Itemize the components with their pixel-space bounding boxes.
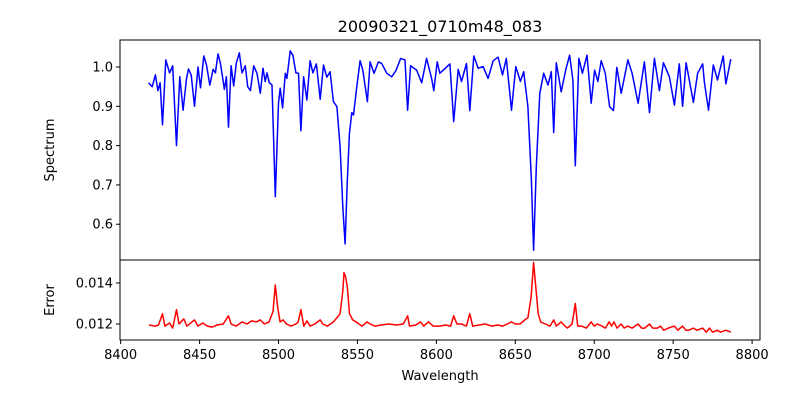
y-axis-label-error: Error <box>43 284 58 316</box>
y-tick-label: 0.9 <box>92 100 113 115</box>
x-tick-label: 8650 <box>499 348 532 363</box>
y-tick-label: 0.014 <box>76 276 113 291</box>
spectrum-panel: 0.6 0.7 0.8 0.9 1.0 <box>92 39 761 261</box>
x-tick-label: 8500 <box>262 348 295 363</box>
x-tick-label: 8400 <box>104 348 137 363</box>
y-tick-label: 0.7 <box>92 178 113 193</box>
axes-frame <box>119 259 761 341</box>
chart-title: 20090321_0710m48_083 <box>338 17 543 37</box>
x-tick-label: 8750 <box>657 348 690 363</box>
error-panel: 0.012 0.014 8400 8450 8500 8550 8600 8650 8700 87… <box>76 259 769 363</box>
y-axis-label-spectrum: Spectrum <box>43 119 58 182</box>
x-tick-label: 8700 <box>578 348 611 363</box>
y-tick-label: 0.012 <box>76 318 113 333</box>
x-tick-label: 8600 <box>420 348 453 363</box>
x-axis-label: Wavelength <box>401 369 478 384</box>
spectrum-line <box>148 50 732 251</box>
y-tick-label: 1.0 <box>92 61 113 76</box>
y-tick-label: 0.8 <box>92 139 113 154</box>
x-tick-label: 8550 <box>341 348 374 363</box>
x-tick-label: 8450 <box>183 348 216 363</box>
error-line <box>148 261 732 333</box>
x-tick-label: 8800 <box>736 348 769 363</box>
y-tick-label: 0.6 <box>92 218 113 233</box>
